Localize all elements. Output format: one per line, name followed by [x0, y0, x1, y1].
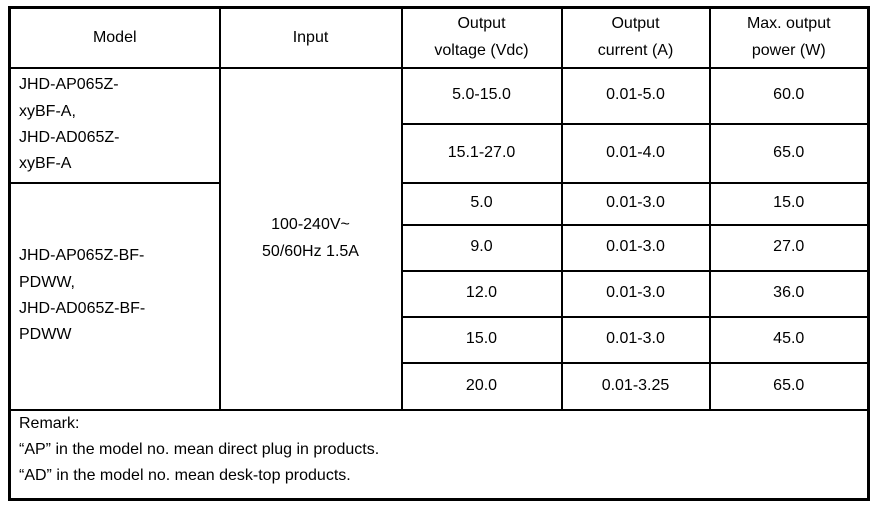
- model-group-xybf: JHD-AP065Z- xyBF-A, JHD-AD065Z- xyBF-A: [8, 66, 221, 184]
- power-cell: 60.0: [708, 66, 870, 125]
- col-header-input: Input: [218, 6, 403, 69]
- power-cell: 65.0: [708, 361, 870, 411]
- current-cell: 0.01-3.0: [560, 181, 711, 226]
- table-row: 15.0 0.01-3.0 45.0: [10, 315, 870, 364]
- voltage-cell: 15.0: [400, 315, 563, 364]
- header-row: Model Input Output voltage (Vdc) Output …: [8, 6, 870, 69]
- voltage-cell: 5.0: [400, 181, 563, 226]
- col-header-model: Model: [8, 6, 221, 69]
- current-cell: 0.01-3.0: [560, 269, 711, 318]
- remark-line-ap: “AP” in the model no. mean direct plug i…: [19, 440, 380, 458]
- input-spec-cell: 100-240V~ 50/60Hz 1.5A: [218, 66, 403, 411]
- current-cell: 0.01-3.25: [560, 361, 711, 411]
- voltage-cell: 5.0-15.0: [400, 66, 563, 125]
- remark-title: Remark:: [19, 414, 80, 432]
- power-cell: 15.0: [708, 181, 870, 226]
- col-header-output-current: Output current (A): [560, 6, 711, 69]
- table-row: 9.0 0.01-3.0 27.0: [10, 223, 870, 272]
- current-cell: 0.01-5.0: [560, 66, 711, 125]
- power-cell: 45.0: [708, 315, 870, 364]
- table-row: JHD-AP065Z- xyBF-A, JHD-AD065Z- xyBF-A 1…: [8, 66, 870, 411]
- current-cell: 0.01-3.0: [560, 315, 711, 364]
- remark-cell: Remark: “AP” in the model no. mean direc…: [8, 408, 870, 501]
- current-cell: 0.01-3.0: [560, 223, 711, 272]
- voltage-cell: 15.1-27.0: [400, 122, 563, 184]
- remark-line-ad: “AD” in the model no. mean desk-top prod…: [19, 467, 351, 485]
- table-row: 15.1-27.0 0.01-4.0 65.0: [10, 122, 870, 184]
- power-cell: 36.0: [708, 269, 870, 318]
- table-row: 12.0 0.01-3.0 36.0: [10, 269, 870, 318]
- spec-table: Model Input Output voltage (Vdc) Output …: [8, 6, 870, 501]
- model-group-pdww: JHD-AP065Z-BF- PDWW, JHD-AD065Z-BF- PDWW: [8, 181, 221, 411]
- col-header-max-output-power: Max. output power (W): [708, 6, 870, 69]
- voltage-cell: 9.0: [400, 223, 563, 272]
- power-cell: 27.0: [708, 223, 870, 272]
- voltage-cell: 12.0: [400, 269, 563, 318]
- power-cell: 65.0: [708, 122, 870, 184]
- table-row: JHD-AP065Z-BF- PDWW, JHD-AD065Z-BF- PDWW…: [8, 181, 870, 411]
- col-header-output-voltage: Output voltage (Vdc): [400, 6, 563, 69]
- remark-row: Remark: “AP” in the model no. mean direc…: [8, 408, 870, 501]
- voltage-cell: 20.0: [400, 361, 563, 411]
- table-row: 20.0 0.01-3.25 65.0: [10, 361, 870, 411]
- current-cell: 0.01-4.0: [560, 122, 711, 184]
